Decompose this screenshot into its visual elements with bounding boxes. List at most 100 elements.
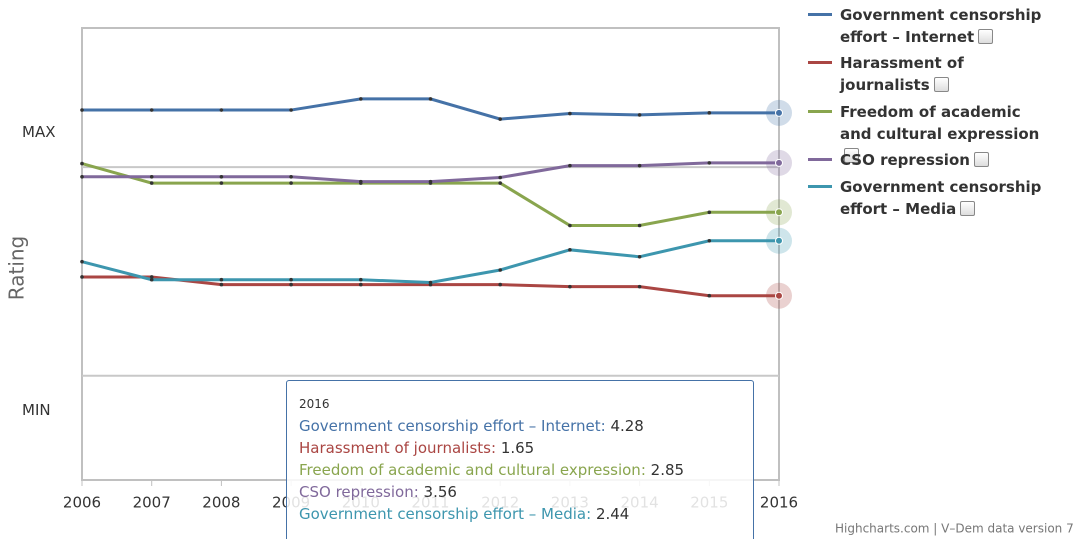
point bbox=[289, 181, 293, 185]
y-axis-title: Rating bbox=[5, 236, 29, 300]
point bbox=[498, 117, 503, 121]
point bbox=[637, 254, 642, 259]
point bbox=[359, 277, 363, 282]
legend-item[interactable]: Government censorship effort – Internet bbox=[808, 4, 1055, 48]
x-tick-label: 2006 bbox=[63, 494, 101, 512]
legend-checkbox[interactable] bbox=[973, 152, 989, 167]
x-tick-label: 2008 bbox=[202, 494, 240, 512]
point bbox=[707, 238, 712, 243]
point bbox=[498, 268, 503, 272]
tooltip-series-name: Freedom of academic and cultural express… bbox=[299, 461, 651, 479]
legend-swatch bbox=[808, 13, 832, 16]
legend-item[interactable]: Harassment of journalists bbox=[808, 52, 1055, 96]
point bbox=[498, 282, 503, 287]
point bbox=[149, 108, 154, 112]
series-line bbox=[82, 97, 779, 121]
legend-text: Government censorship effort – Internet bbox=[840, 4, 1055, 48]
point bbox=[80, 175, 84, 179]
tooltip-value: 4.28 bbox=[610, 417, 644, 435]
point bbox=[149, 181, 154, 185]
point bbox=[775, 291, 783, 300]
legend-checkbox[interactable] bbox=[978, 29, 994, 44]
point bbox=[568, 248, 572, 252]
series-line bbox=[81, 239, 779, 285]
point bbox=[775, 208, 783, 217]
tooltip-series-name: Government censorship effort – Media bbox=[299, 505, 596, 523]
tooltip-row: Government censorship effort – Internet4… bbox=[299, 415, 753, 437]
legend-text: Harassment of journalists bbox=[840, 52, 1055, 96]
point bbox=[289, 175, 293, 179]
point bbox=[219, 277, 224, 282]
point bbox=[637, 113, 642, 117]
legend-checkbox[interactable] bbox=[960, 201, 976, 216]
point bbox=[568, 284, 572, 289]
tooltip-row: CSO repression3.56 bbox=[299, 481, 753, 503]
point bbox=[775, 108, 783, 117]
point bbox=[775, 236, 783, 245]
point bbox=[219, 108, 224, 112]
legend-item[interactable]: Freedom of academic and cultural express… bbox=[808, 101, 1055, 167]
point bbox=[637, 163, 642, 168]
legend-label: Harassment of journalists bbox=[840, 54, 964, 94]
point bbox=[637, 284, 642, 289]
legend-item[interactable]: CSO repression bbox=[808, 149, 989, 171]
tooltip-series-name: Government censorship effort – Internet bbox=[299, 417, 610, 435]
point bbox=[219, 181, 224, 185]
point bbox=[637, 223, 642, 228]
tooltip-series-name: CSO repression bbox=[299, 483, 424, 501]
legend-swatch bbox=[808, 110, 832, 113]
point bbox=[498, 175, 503, 180]
point bbox=[568, 111, 572, 116]
legend-label: CSO repression bbox=[840, 151, 970, 169]
point bbox=[428, 280, 433, 285]
tooltip: 2016 Government censorship effort – Inter… bbox=[286, 380, 754, 539]
point bbox=[219, 175, 224, 179]
legend-label: Government censorship effort – Media bbox=[840, 178, 1042, 218]
legend-swatch bbox=[808, 61, 832, 64]
point bbox=[219, 282, 224, 287]
legend-text: CSO repression bbox=[840, 149, 989, 171]
tooltip-value: 1.65 bbox=[500, 439, 535, 457]
point bbox=[289, 108, 293, 112]
y-tick-label: MAX bbox=[22, 123, 55, 141]
legend-swatch bbox=[808, 158, 832, 161]
point bbox=[568, 223, 572, 228]
point bbox=[428, 97, 433, 101]
legend-label: Freedom of academic and cultural express… bbox=[840, 103, 1040, 143]
x-tick-label: 2007 bbox=[133, 494, 171, 512]
legend-checkbox[interactable] bbox=[933, 77, 949, 92]
point bbox=[149, 277, 154, 282]
tooltip-value: 3.56 bbox=[423, 483, 457, 501]
point bbox=[428, 179, 433, 184]
point bbox=[80, 108, 84, 112]
tooltip-header: 2016 bbox=[299, 397, 330, 411]
point bbox=[707, 111, 712, 115]
point bbox=[149, 175, 154, 179]
point bbox=[707, 210, 712, 215]
legend-checkbox[interactable] bbox=[844, 148, 859, 163]
point bbox=[775, 158, 783, 167]
series-line bbox=[81, 162, 779, 227]
point bbox=[149, 275, 154, 279]
tooltip-series-name: Harassment of journalists bbox=[299, 439, 501, 457]
point bbox=[80, 275, 84, 279]
point bbox=[359, 97, 363, 101]
point bbox=[359, 179, 363, 184]
tooltip-value: 2.44 bbox=[595, 505, 630, 523]
point bbox=[707, 161, 712, 165]
legend-item[interactable]: Government censorship effort – Media bbox=[808, 176, 1055, 220]
tooltip-row: Freedom of academic and cultural express… bbox=[299, 459, 753, 481]
point bbox=[568, 163, 572, 168]
point bbox=[80, 161, 84, 166]
x-tick-label: 2016 bbox=[760, 494, 798, 512]
legend-swatch bbox=[808, 185, 832, 188]
point bbox=[707, 293, 712, 298]
point bbox=[289, 277, 293, 282]
credits: Highcharts.com | V–Dem data version 7 bbox=[835, 522, 1074, 536]
point bbox=[289, 282, 293, 287]
legend-label: Government censorship effort – Internet bbox=[840, 6, 1042, 46]
series-line bbox=[82, 161, 779, 184]
point bbox=[498, 181, 503, 185]
